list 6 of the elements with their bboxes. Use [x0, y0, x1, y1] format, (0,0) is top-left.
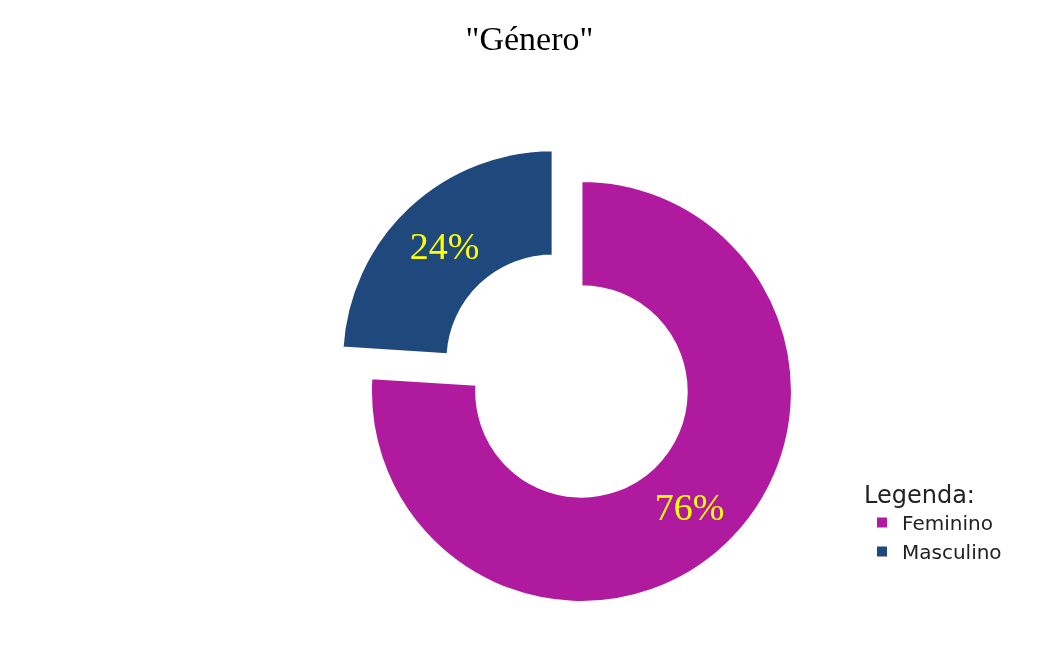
- legend-label: Feminino: [901, 511, 993, 536]
- legend-label: Masculino: [901, 540, 1002, 565]
- chart-title: "Género": [465, 19, 594, 57]
- legend-title: Legenda:: [863, 481, 975, 509]
- data-label: 24%: [409, 224, 480, 267]
- data-label: 76%: [654, 485, 725, 528]
